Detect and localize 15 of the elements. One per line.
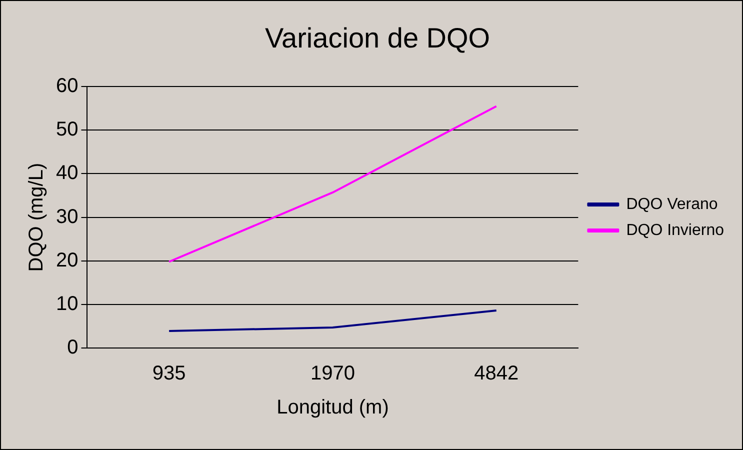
x-tick-label: 4842 (474, 362, 519, 385)
y-tick-label: 40 (56, 162, 78, 184)
legend-label: DQO Verano (626, 196, 718, 213)
x-tick-label: 935 (152, 362, 186, 385)
legend-label: DQO Invierno (626, 222, 724, 239)
y-axis-title: DQO (mg/L) (26, 162, 48, 272)
y-tick-label: 60 (56, 75, 78, 98)
y-tick-label: 10 (56, 292, 78, 315)
chart-title: Variacion de DQO (264, 22, 490, 54)
y-tick-label: 20 (56, 249, 78, 272)
y-tick-label: 0 (67, 336, 78, 359)
x-tick-label: 1970 (310, 362, 355, 385)
y-tick-label: 50 (56, 118, 78, 141)
y-tick-label: 30 (56, 206, 78, 228)
x-axis-title: Longitud (m) (276, 396, 389, 419)
